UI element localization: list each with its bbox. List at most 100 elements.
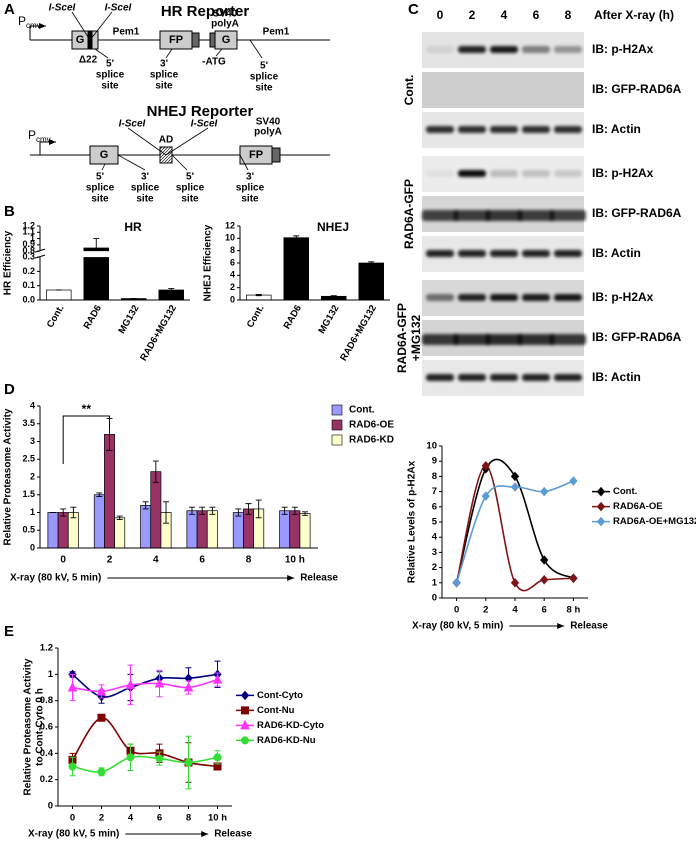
x-tick-label: 10 h [208, 813, 227, 824]
y-tick-label: 2.5 [22, 454, 35, 464]
x-tick-label: 10 h [285, 555, 305, 566]
blot-row-label: IB: p-H2Ax [592, 42, 654, 56]
bar [283, 237, 309, 301]
blot-band [490, 170, 518, 177]
bar [299, 513, 311, 549]
chart-title: NHEJ [317, 220, 349, 234]
x-axis-label: X-ray (80 kV, 5 min) [412, 621, 503, 632]
label: polyA [254, 127, 282, 138]
marker [596, 516, 606, 527]
x-tick-label: 6 [542, 605, 547, 616]
x-tick-label: Cont. [245, 303, 267, 330]
y-axis-label: NHEJ Efficiency [203, 224, 214, 301]
x-tick-label: RAD6 [82, 303, 104, 331]
blot-band [554, 294, 582, 301]
x-axis-label: X-ray (80 kV, 5 min) [10, 573, 101, 584]
y-tick-label: 0 [230, 294, 235, 304]
blot-band [522, 170, 550, 177]
marker [125, 679, 136, 689]
blot-band [518, 210, 554, 221]
splice-label: site [91, 194, 109, 205]
splice-label: 5' [186, 172, 194, 183]
label: G [100, 149, 109, 161]
x-tick-label: 0 [454, 605, 459, 616]
x-tick-label: RAD6+MG132 [338, 303, 379, 363]
error-bar [255, 294, 262, 297]
legend-swatch [331, 434, 343, 446]
splice-label: 3' [160, 59, 168, 70]
splice-label: 3' [141, 172, 149, 183]
label: Pem1 [263, 27, 290, 38]
blot-band [490, 294, 518, 301]
blot-band [554, 250, 582, 257]
y-tick-label: 1 [48, 669, 54, 680]
blot-band [490, 250, 518, 257]
blot-band [458, 126, 486, 133]
y-tick-label: 4 [30, 400, 35, 410]
x-tick-label: MG132 [116, 303, 141, 335]
blot-row-label: IB: Actin [592, 370, 641, 384]
panel-letter: D [4, 381, 15, 398]
legend-label: Cont. [613, 486, 637, 497]
panel-letter: E [4, 623, 14, 640]
blot-band [426, 126, 454, 133]
marker [241, 706, 249, 715]
blot-row-label: IB: p-H2Ax [592, 290, 654, 304]
splice-label: 5' [106, 59, 114, 70]
y-tick-label: 8 [230, 245, 235, 255]
error-bar [188, 506, 195, 515]
blot-band [554, 170, 582, 177]
x-tick-label: 2 [99, 813, 104, 824]
y-tick-label: 9 [432, 456, 437, 467]
blot-row-label: IB: Actin [592, 122, 641, 136]
x-tick-label: 6 [199, 555, 205, 566]
x-tick-label: 4 [128, 813, 134, 824]
y-tick-label: 0.4 [40, 748, 54, 759]
x-tick-label: 0 [70, 813, 75, 824]
significance-bracket [62, 415, 110, 464]
blot-band [426, 46, 454, 53]
splice-label: site [241, 194, 259, 205]
x-axis-label: X-ray (80 kV, 5 min) [28, 829, 119, 840]
error-bar [255, 499, 262, 519]
label: FP [249, 149, 263, 161]
marker [213, 753, 222, 762]
lane-label: 4 [501, 8, 508, 22]
blot-band [454, 334, 490, 345]
splice-label: site [136, 194, 154, 205]
marker [155, 754, 164, 763]
error-bar [281, 506, 288, 515]
label: G [76, 34, 85, 46]
blot-band [458, 250, 486, 257]
blot-band [522, 374, 550, 381]
error-bar [209, 506, 216, 515]
splice-label: site [101, 81, 119, 92]
x-tick-label: 2 [483, 605, 488, 616]
y-tick-label: 6 [230, 257, 235, 267]
y-tick-label: 4 [230, 270, 235, 280]
bar [150, 471, 162, 549]
y-tick-label: 6 [432, 501, 437, 512]
label: polyA [211, 19, 239, 30]
y-tick-label: 3 [432, 547, 437, 558]
bar [47, 512, 59, 549]
chart-title: HR [124, 220, 142, 234]
marker [184, 758, 193, 767]
bar [243, 508, 254, 549]
label: Δ22 [79, 55, 98, 66]
error-bar [168, 288, 175, 292]
error-bar [330, 295, 337, 298]
group-label: RAD6A-GFP [402, 179, 416, 249]
splice-label: 3' [246, 172, 254, 183]
label: Pem1 [113, 27, 140, 38]
marker [510, 471, 520, 482]
splice-label: splice [86, 183, 115, 194]
x-tick-label: RAD6+MG132 [138, 303, 179, 363]
x-tick-label: RAD6 [282, 303, 304, 331]
y-tick-label: 2 [230, 282, 235, 292]
diagram-title: NHEJ Reporter [147, 103, 254, 120]
blot-band [490, 126, 518, 133]
y-tick-label: 3 [30, 436, 35, 446]
marker [126, 753, 135, 762]
